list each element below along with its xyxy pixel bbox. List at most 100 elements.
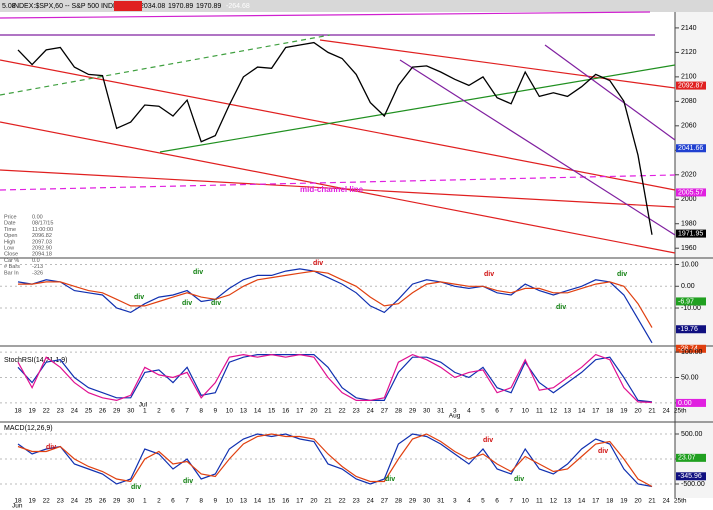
value-badge-label: 23.07	[678, 455, 696, 462]
value-badge-label: -6.97	[678, 298, 694, 305]
x-tick-label: 30	[127, 498, 135, 505]
x-tick-label: 19	[28, 408, 36, 415]
value-badge-label: 2005.57	[678, 189, 703, 196]
div-annotation: div	[617, 271, 627, 278]
x-tick-label: 16	[282, 408, 290, 415]
x-tick-label: 28	[395, 498, 403, 505]
x-tick-label: 19	[28, 498, 36, 505]
info-value: 11:00:00	[32, 227, 53, 233]
x-tick-label: 28	[395, 408, 403, 415]
x-tick-label: 30	[423, 408, 431, 415]
value-badge	[676, 398, 706, 407]
value-badge-label: 0.00	[678, 400, 692, 407]
x-tick-label: 20	[634, 408, 642, 415]
x-tick-label: 21	[648, 408, 656, 415]
x-tick-label: 25	[85, 408, 93, 415]
y-tick-label: 2060	[681, 123, 697, 130]
x-tick-label: 5	[481, 408, 485, 415]
value-badge	[676, 453, 706, 462]
div-annotation: div	[556, 304, 566, 311]
x-tick-label: 10	[522, 498, 530, 505]
value-badge-label: -19.76	[678, 326, 698, 333]
channel-line	[319, 39, 676, 89]
x-tick-label: 12	[550, 408, 558, 415]
div-annotation: div	[313, 260, 323, 267]
div-annotation: div	[183, 478, 193, 485]
x-tick-label: 6	[171, 408, 175, 415]
div-annotation: div	[514, 476, 524, 483]
x-tick-label: 19	[620, 498, 628, 505]
x-tick-label: 4	[467, 498, 471, 505]
info-label: Low	[4, 245, 14, 251]
info-value: 2097.03	[32, 239, 52, 245]
info-label: # Bars	[4, 264, 20, 270]
x-tick-label: 2	[157, 498, 161, 505]
month-label: Jul	[139, 402, 148, 409]
y-tick-label: 50.00	[681, 374, 699, 381]
x-tick-label: 13	[240, 498, 248, 505]
x-tick-label: 11	[536, 408, 543, 415]
y-tick-label: 2080	[681, 98, 697, 105]
x-tick-label: 9	[213, 408, 217, 415]
x-tick-label: 12	[550, 498, 558, 505]
x-tick-label: 18	[14, 408, 22, 415]
info-label: High	[4, 239, 15, 245]
x-tick-label: 24	[71, 498, 79, 505]
channel-line	[0, 121, 676, 254]
right-axis	[675, 12, 713, 498]
channel-line	[399, 59, 676, 236]
x-tick-label: 2	[157, 408, 161, 415]
x-tick-label: 14	[578, 408, 586, 415]
div-annotation: div	[211, 300, 221, 307]
y-tick-label: -10.00	[681, 305, 701, 312]
div-annotation: div	[598, 448, 608, 455]
header-bar	[0, 0, 713, 12]
x-tick-label: 14	[254, 498, 262, 505]
x-tick-label: 24	[663, 408, 671, 415]
series-line	[17, 354, 653, 403]
series-line	[17, 433, 653, 488]
x-tick-label: 3	[453, 498, 457, 505]
header-badge	[114, 1, 142, 11]
info-label: Close	[4, 252, 18, 258]
x-tick-label: 31	[437, 498, 445, 505]
value-badge	[676, 144, 706, 153]
value-badge	[676, 188, 706, 197]
info-value: 0.00	[32, 214, 43, 220]
value-badge	[676, 229, 706, 238]
x-tick-label: 6	[171, 498, 175, 505]
info-label: Price	[4, 214, 17, 220]
channel-lines	[0, 11, 676, 254]
x-tick-label: 7	[185, 408, 189, 415]
x-tick-label: 18	[606, 498, 614, 505]
x-tick-label: 1	[143, 498, 147, 505]
div-annotation: div	[134, 294, 144, 301]
x-tick-label: 16	[282, 498, 290, 505]
header-field: 5.08	[2, 3, 16, 10]
header-field: 1970.89	[196, 3, 221, 10]
x-tick-label: 13	[564, 408, 572, 415]
header-field: -264.68	[226, 3, 250, 10]
x-tick-label: 7	[185, 498, 189, 505]
x-tick-label: 22	[338, 408, 346, 415]
div-annotation: div	[483, 437, 493, 444]
channel-line	[0, 169, 676, 208]
div-annotation: div	[182, 300, 192, 307]
div-annotation: div	[193, 269, 203, 276]
x-tick-label: 24	[367, 498, 375, 505]
x-tick-label: 23	[57, 408, 65, 415]
channel-line	[544, 44, 676, 141]
div-annotation: div	[484, 271, 494, 278]
x-tick-label: 25	[85, 498, 93, 505]
y-tick-label: 0.00	[681, 283, 695, 290]
series-line	[18, 270, 653, 328]
y-tick-label: 2140	[681, 25, 697, 32]
y-tick-label: 500.00	[681, 431, 703, 438]
x-tick-label: 6	[495, 498, 499, 505]
info-label: Bar In	[4, 270, 19, 276]
y-tick-label: 2100	[681, 74, 697, 81]
series-line	[17, 41, 653, 235]
panel-title: StochRSI(14,21,1,9)	[4, 357, 67, 364]
info-value: -326	[32, 270, 43, 276]
